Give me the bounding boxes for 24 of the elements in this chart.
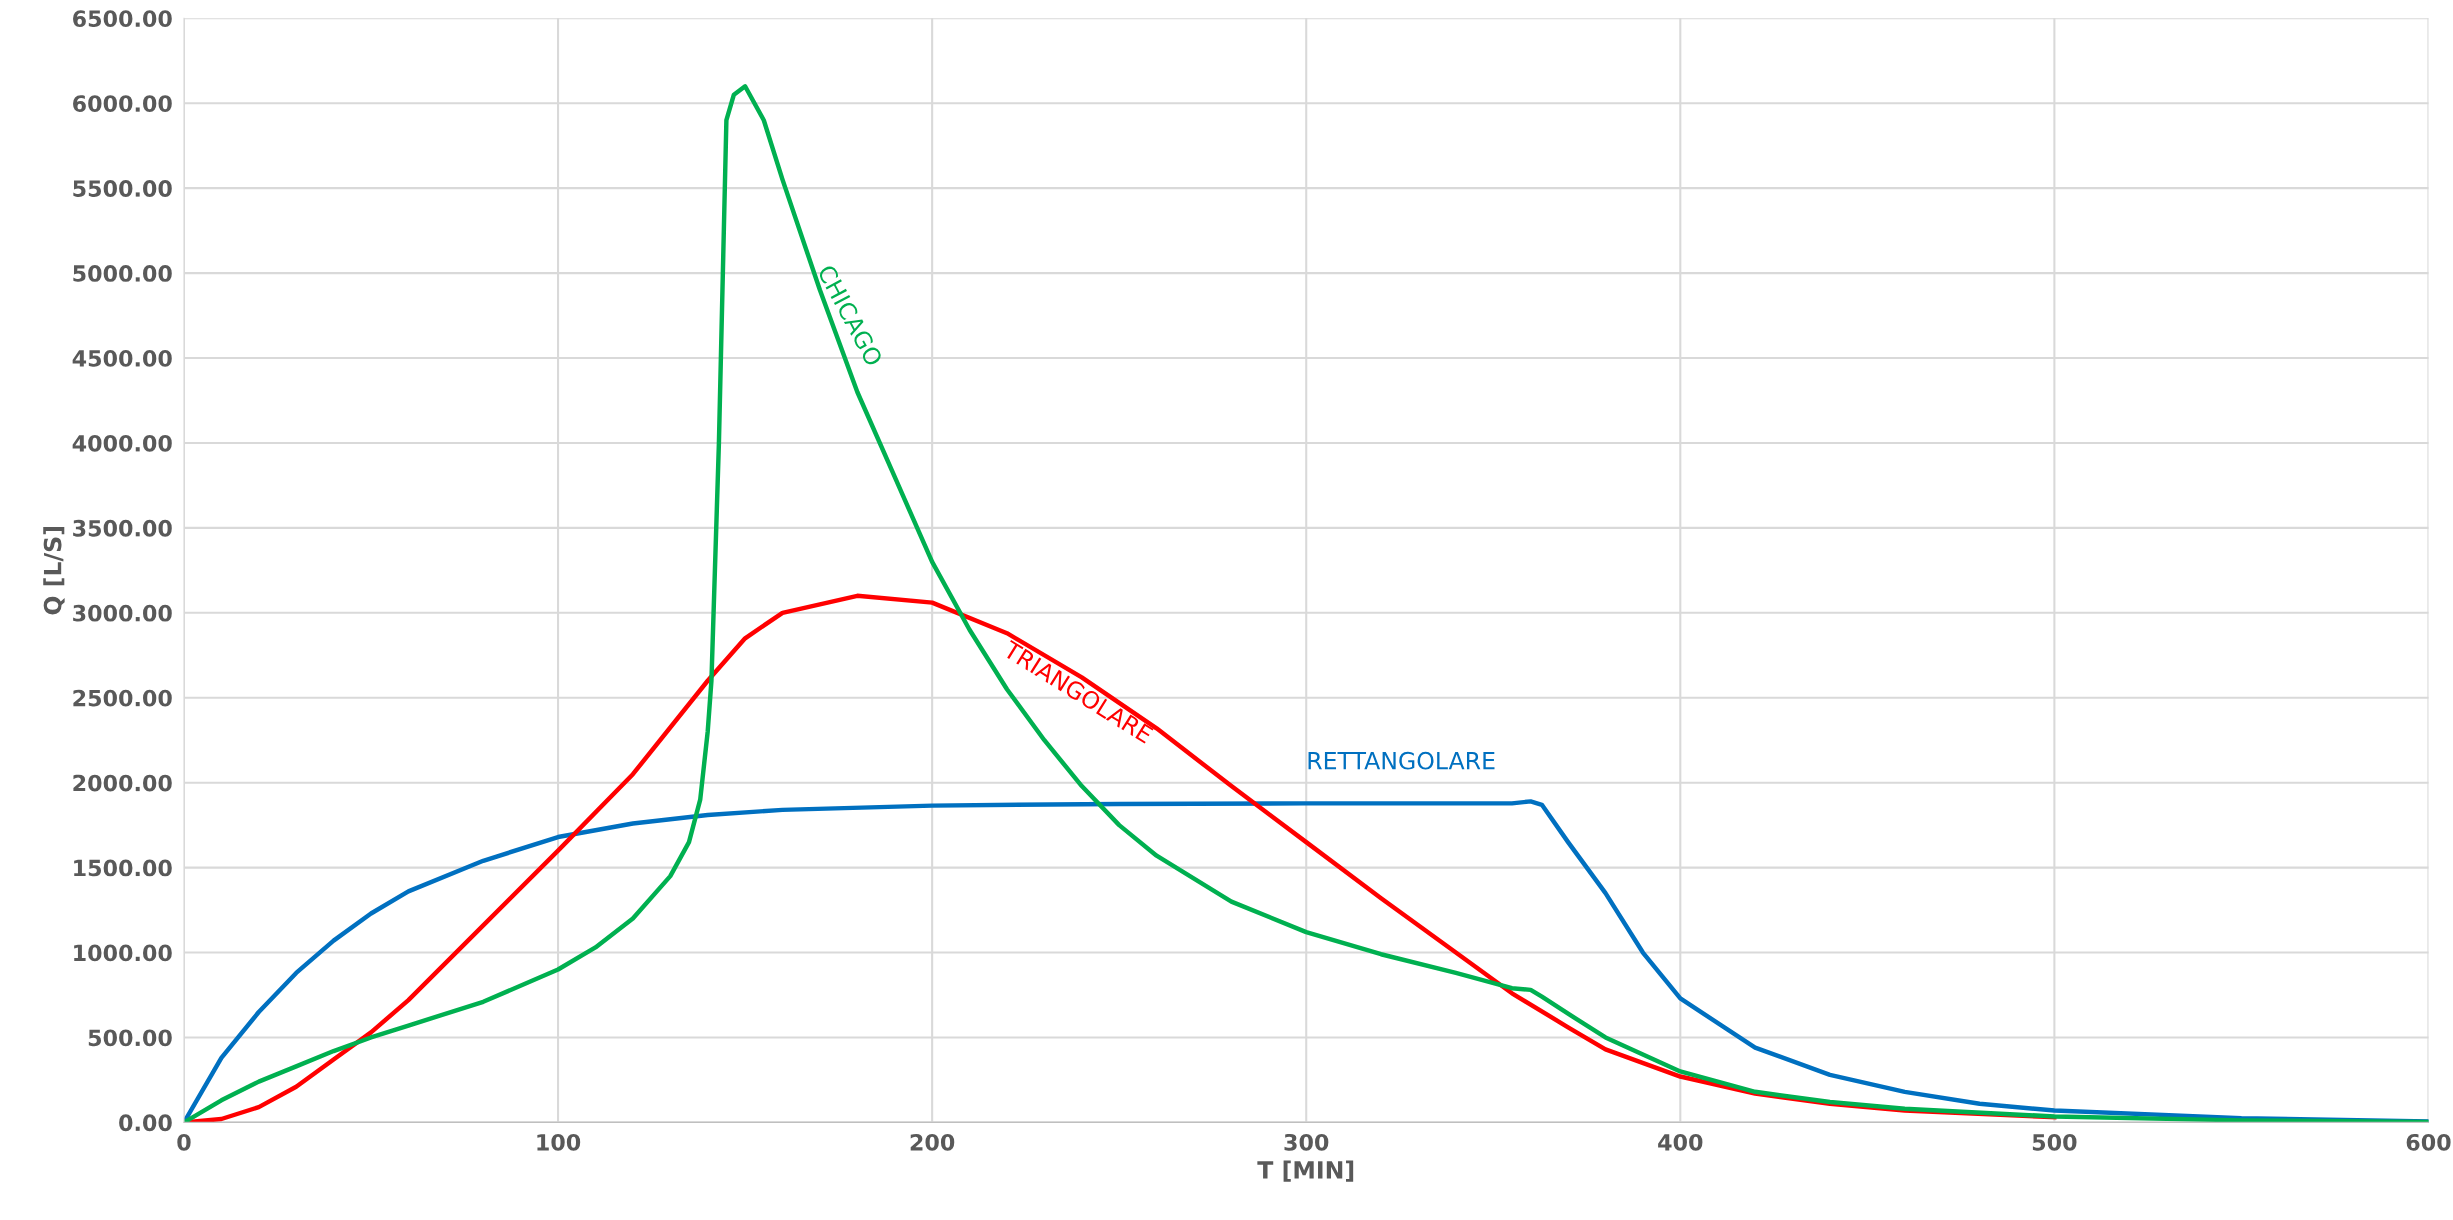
y-tick-label: 1500.00 bbox=[74, 859, 172, 877]
x-tick-label: 100 bbox=[537, 1133, 581, 1151]
y-tick-label: 2500.00 bbox=[73, 689, 172, 707]
y-tick-label: 6000.00 bbox=[73, 95, 172, 112]
y-tick-label: 2000.00 bbox=[73, 774, 172, 792]
x-tick-label: 0 bbox=[177, 1133, 191, 1151]
series-label: RETTANGOLARE bbox=[1308, 751, 1495, 770]
y-tick-label: 0.00 bbox=[119, 1114, 172, 1132]
y-tick-label: 4500.00 bbox=[72, 349, 172, 367]
x-axis-title: T [MIN] bbox=[1257, 1160, 1354, 1182]
y-tick-label: 4000.00 bbox=[72, 434, 172, 452]
y-tick-label: 1000.00 bbox=[74, 944, 172, 962]
y-tick-label: 6500.00 bbox=[73, 10, 172, 28]
y-tick-label: 500.00 bbox=[88, 1029, 172, 1047]
x-tick-label: 500 bbox=[2032, 1133, 2077, 1151]
y-tick-label: 3500.00 bbox=[73, 519, 172, 537]
y-tick-label: 5500.00 bbox=[73, 180, 172, 197]
x-tick-label: 300 bbox=[1284, 1133, 1329, 1151]
y-axis-title: Q [L/S] bbox=[43, 527, 65, 615]
x-tick-label: 600 bbox=[2406, 1133, 2451, 1151]
x-tick-label: 200 bbox=[910, 1133, 955, 1151]
y-tick-label: 3000.00 bbox=[73, 604, 172, 622]
x-tick-label: 400 bbox=[1658, 1133, 1703, 1151]
y-tick-label: 5000.00 bbox=[73, 265, 172, 282]
